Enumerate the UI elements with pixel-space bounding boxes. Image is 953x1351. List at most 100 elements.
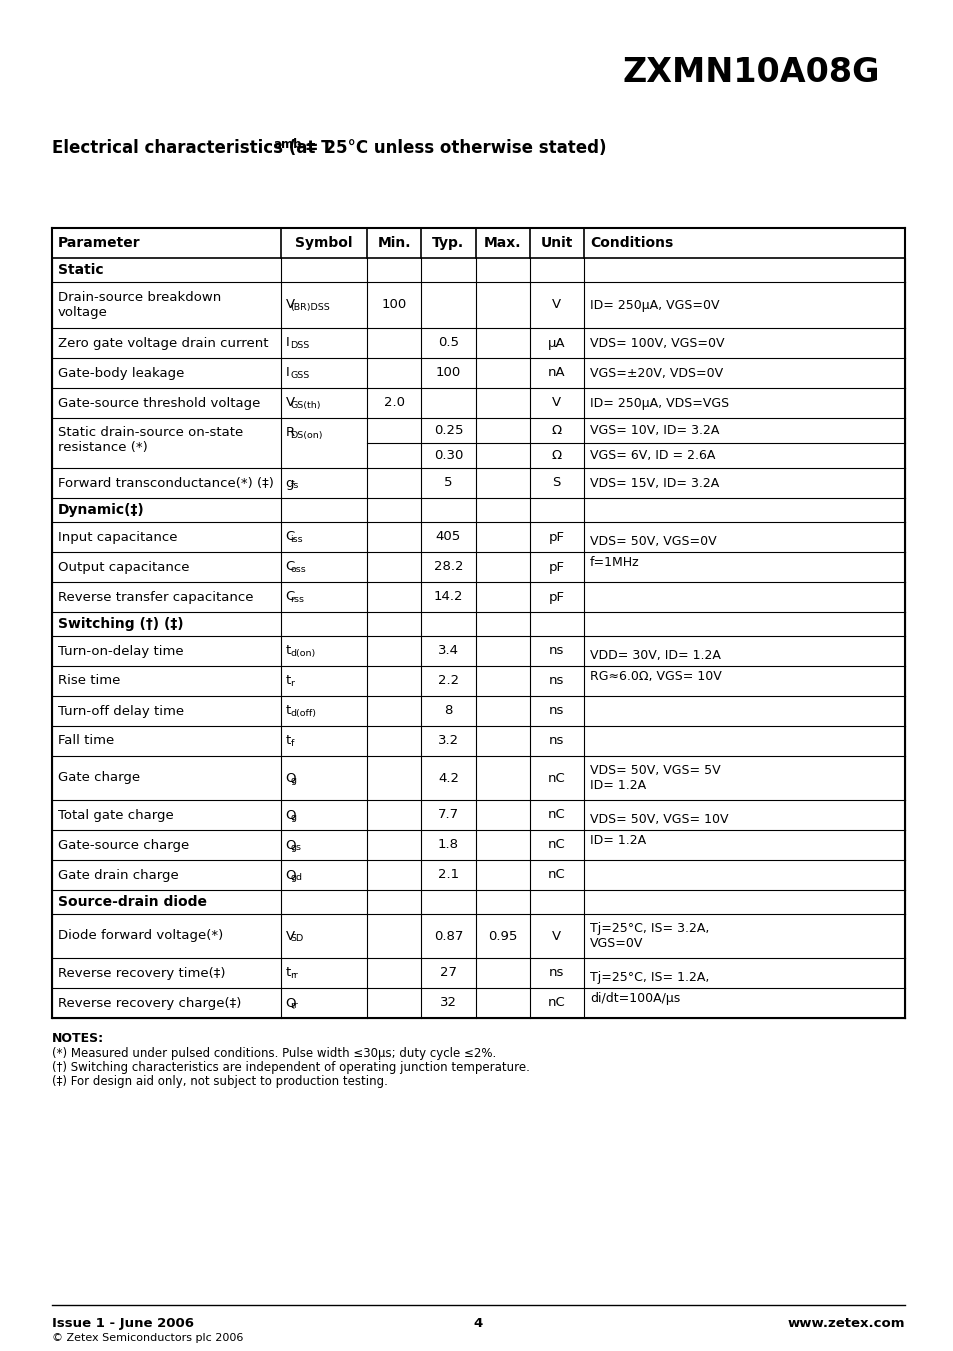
Text: t: t [285, 735, 291, 747]
Text: Q: Q [285, 839, 295, 851]
Text: (*) Measured under pulsed conditions. Pulse width ≤30μs; duty cycle ≤2%.: (*) Measured under pulsed conditions. Pu… [52, 1047, 496, 1061]
Text: Rise time: Rise time [58, 674, 120, 688]
Text: DSS: DSS [291, 340, 310, 350]
Text: 100: 100 [436, 366, 460, 380]
Text: Forward transconductance(*) (‡): Forward transconductance(*) (‡) [58, 477, 274, 489]
Text: V: V [285, 396, 294, 409]
Text: V: V [285, 929, 294, 943]
Text: t: t [285, 966, 291, 979]
Text: 2.0: 2.0 [383, 396, 404, 409]
Text: t: t [285, 704, 291, 717]
Text: 27: 27 [439, 966, 456, 979]
Text: Ω: Ω [551, 424, 561, 436]
Text: gs: gs [291, 843, 301, 852]
Text: gd: gd [291, 873, 302, 882]
Text: 7.7: 7.7 [437, 808, 458, 821]
Text: ns: ns [549, 966, 564, 979]
Text: resistance (*): resistance (*) [58, 442, 148, 454]
Text: SD: SD [291, 934, 303, 943]
Text: Drain-source breakdown: Drain-source breakdown [58, 290, 221, 304]
Text: VDS= 15V, ID= 3.2A: VDS= 15V, ID= 3.2A [589, 477, 719, 489]
Text: Turn-on-delay time: Turn-on-delay time [58, 644, 183, 658]
Text: 4: 4 [474, 1317, 482, 1329]
Text: di/dt=100A/μs: di/dt=100A/μs [589, 992, 679, 1005]
Text: 0.87: 0.87 [434, 929, 462, 943]
Text: Q: Q [285, 869, 295, 881]
Text: ID= 250μA, VGS=0V: ID= 250μA, VGS=0V [589, 299, 719, 312]
Text: Output capacitance: Output capacitance [58, 561, 190, 574]
Text: d(off): d(off) [291, 709, 316, 717]
Text: Gate-source threshold voltage: Gate-source threshold voltage [58, 396, 260, 409]
Text: 2.1: 2.1 [437, 869, 458, 881]
Text: 5: 5 [444, 477, 453, 489]
Text: GSS: GSS [291, 372, 310, 380]
Text: rss: rss [291, 594, 304, 604]
Text: (‡) For design aid only, not subject to production testing.: (‡) For design aid only, not subject to … [52, 1075, 388, 1088]
Text: pF: pF [548, 531, 564, 543]
Text: ID= 250μA, VDS=VGS: ID= 250μA, VDS=VGS [589, 396, 728, 409]
Text: t: t [285, 674, 291, 688]
Text: I: I [285, 336, 289, 350]
Text: f=1MHz: f=1MHz [589, 555, 639, 569]
Text: ns: ns [549, 704, 564, 717]
Text: Total gate charge: Total gate charge [58, 808, 173, 821]
Text: nA: nA [547, 366, 565, 380]
Text: Static: Static [58, 263, 104, 277]
Text: V: V [552, 299, 560, 312]
Text: Input capacitance: Input capacitance [58, 531, 177, 543]
Text: V: V [285, 299, 294, 312]
Text: C: C [285, 561, 294, 574]
Text: Unit: Unit [540, 236, 573, 250]
Text: ID= 1.2A: ID= 1.2A [589, 780, 645, 792]
Text: VGS= 6V, ID = 2.6A: VGS= 6V, ID = 2.6A [589, 449, 715, 462]
Text: VGS=±20V, VDS=0V: VGS=±20V, VDS=0V [589, 366, 722, 380]
Text: ZXMN10A08G: ZXMN10A08G [622, 55, 879, 89]
Text: 0.5: 0.5 [437, 336, 458, 350]
Text: rr: rr [291, 971, 298, 979]
Text: DS(on): DS(on) [291, 431, 323, 440]
Text: ns: ns [549, 644, 564, 658]
Text: 405: 405 [436, 531, 460, 543]
Text: Ω: Ω [551, 449, 561, 462]
Text: 100: 100 [381, 299, 407, 312]
Text: Gate charge: Gate charge [58, 771, 140, 785]
Text: V: V [552, 929, 560, 943]
Text: VDS= 50V, VGS= 10V: VDS= 50V, VGS= 10V [589, 813, 727, 827]
Text: 0.30: 0.30 [434, 449, 462, 462]
Text: Issue 1 - June 2006: Issue 1 - June 2006 [52, 1317, 193, 1329]
Text: nC: nC [547, 997, 565, 1009]
Text: pF: pF [548, 561, 564, 574]
Text: 32: 32 [439, 997, 456, 1009]
Text: r: r [291, 680, 294, 688]
Text: Gate-source charge: Gate-source charge [58, 839, 189, 851]
Text: g: g [291, 813, 296, 821]
Text: VDS= 100V, VGS=0V: VDS= 100V, VGS=0V [589, 336, 723, 350]
Text: © Zetex Semiconductors plc 2006: © Zetex Semiconductors plc 2006 [52, 1333, 243, 1343]
Text: Min.: Min. [377, 236, 411, 250]
Text: C: C [285, 531, 294, 543]
Text: 3.4: 3.4 [437, 644, 458, 658]
Text: Diode forward voltage(*): Diode forward voltage(*) [58, 929, 223, 943]
Text: nC: nC [547, 869, 565, 881]
Text: S: S [552, 477, 560, 489]
Text: = 25°C unless otherwise stated): = 25°C unless otherwise stated) [298, 139, 606, 157]
Text: 2.2: 2.2 [437, 674, 458, 688]
Text: VDS= 50V, VGS= 5V: VDS= 50V, VGS= 5V [589, 765, 720, 777]
Text: V: V [552, 396, 560, 409]
Text: g: g [285, 477, 294, 489]
Text: www.zetex.com: www.zetex.com [786, 1317, 904, 1329]
Text: f: f [291, 739, 294, 748]
Text: amb: amb [274, 138, 302, 150]
Text: Tj=25°C, IS= 1.2A,: Tj=25°C, IS= 1.2A, [589, 971, 708, 985]
Text: Gate-body leakage: Gate-body leakage [58, 366, 184, 380]
Text: Dynamic(‡): Dynamic(‡) [58, 503, 145, 517]
Text: Symbol: Symbol [294, 236, 353, 250]
Text: nC: nC [547, 808, 565, 821]
Text: RG≈6.0Ω, VGS= 10V: RG≈6.0Ω, VGS= 10V [589, 670, 720, 682]
Text: t: t [285, 644, 291, 658]
Text: 14.2: 14.2 [434, 590, 463, 604]
Text: rr: rr [291, 1001, 298, 1011]
Text: Fall time: Fall time [58, 735, 114, 747]
Text: Zero gate voltage drain current: Zero gate voltage drain current [58, 336, 268, 350]
Text: d(on): d(on) [291, 648, 315, 658]
